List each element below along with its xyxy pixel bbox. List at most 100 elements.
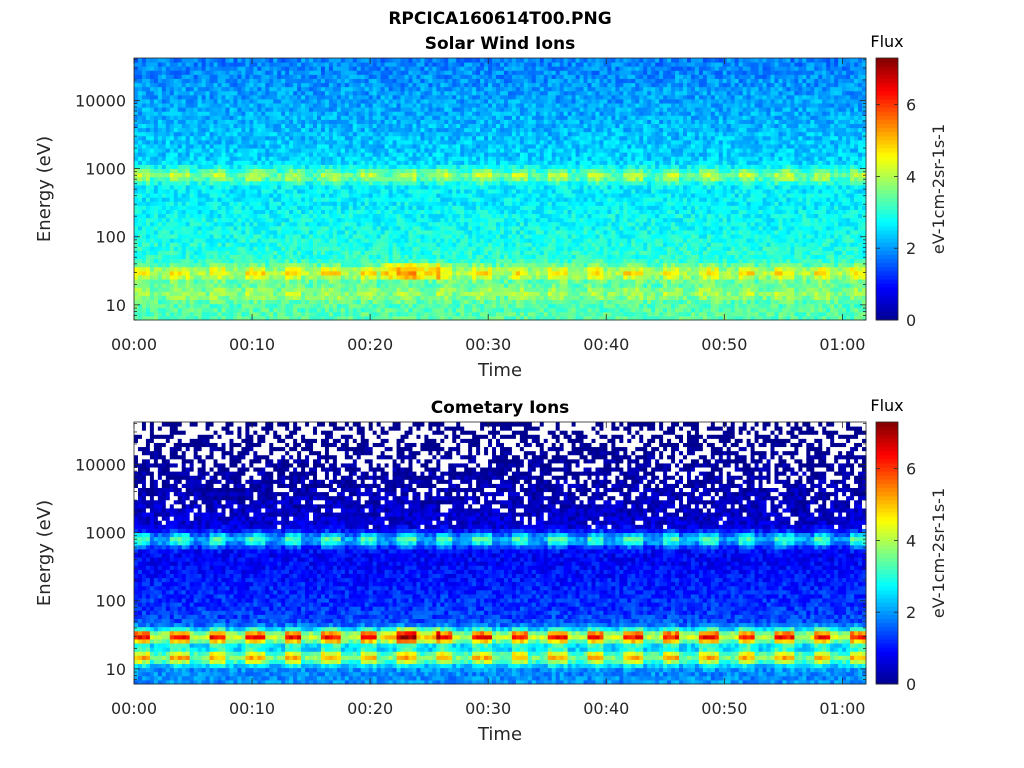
heatmap-cell: [317, 107, 321, 112]
heatmap-cell: [341, 226, 345, 231]
heatmap-cell: [409, 119, 413, 124]
heatmap-cell: [401, 193, 405, 198]
heatmap-cell: [385, 201, 389, 206]
heatmap-cell: [440, 291, 444, 296]
heatmap-cell: [226, 300, 230, 305]
heatmap-cell: [349, 83, 353, 88]
heatmap-cell: [233, 242, 237, 247]
heatmap-cell: [393, 103, 397, 108]
heatmap-cell: [424, 238, 428, 243]
heatmap-cell: [313, 83, 317, 88]
heatmap-cell: [377, 250, 381, 255]
heatmap-cell: [321, 148, 325, 153]
heatmap-cell: [313, 312, 317, 317]
heatmap-cell: [305, 156, 309, 161]
heatmap-cell: [190, 177, 194, 182]
heatmap-cell: [289, 279, 293, 284]
heatmap-cell: [226, 312, 230, 317]
heatmap-cell: [261, 193, 265, 198]
heatmap-cell: [206, 230, 210, 235]
heatmap-cell: [249, 103, 253, 108]
heatmap-cell: [420, 91, 424, 96]
heatmap-cell: [253, 132, 257, 137]
heatmap-cell: [401, 91, 405, 96]
heatmap-cell: [245, 136, 249, 141]
heatmap-cell: [305, 148, 309, 153]
heatmap-cell: [261, 70, 265, 75]
heatmap-cell: [166, 164, 170, 169]
heatmap-cell: [341, 312, 345, 317]
heatmap-cell: [420, 87, 424, 92]
heatmap-cell: [170, 214, 174, 219]
heatmap-cell: [313, 218, 317, 223]
heatmap-cell: [226, 177, 230, 182]
heatmap-cell: [166, 160, 170, 165]
heatmap-cell: [357, 205, 361, 210]
heatmap-cell: [249, 300, 253, 305]
heatmap-cell: [293, 242, 297, 247]
heatmap-cell: [369, 312, 373, 317]
heatmap-cell: [261, 214, 265, 219]
heatmap-cell: [317, 177, 321, 182]
heatmap-cell: [198, 246, 202, 251]
heatmap-cell: [261, 78, 265, 83]
heatmap-cell: [369, 58, 373, 63]
heatmap-cell: [432, 173, 436, 178]
heatmap-cell: [309, 238, 313, 243]
heatmap-cell: [142, 263, 146, 268]
heatmap-cell: [297, 275, 301, 280]
heatmap-cell: [273, 66, 277, 71]
heatmap-cell: [194, 99, 198, 104]
heatmap-cell: [257, 91, 261, 96]
heatmap-cell: [293, 164, 297, 169]
heatmap-cell: [162, 87, 166, 92]
heatmap-cell: [373, 152, 377, 157]
heatmap-cell: [261, 87, 265, 92]
heatmap-cell: [389, 91, 393, 96]
heatmap-cell: [353, 226, 357, 231]
heatmap-cell: [405, 246, 409, 251]
heatmap-cell: [361, 132, 365, 137]
heatmap-cell: [229, 91, 233, 96]
heatmap-cell: [365, 259, 369, 264]
heatmap-cell: [424, 119, 428, 124]
heatmap-cell: [265, 304, 269, 309]
heatmap-cell: [142, 275, 146, 280]
heatmap-cell: [277, 83, 281, 88]
heatmap-cell: [249, 255, 253, 260]
heatmap-cell: [361, 226, 365, 231]
heatmap-cell: [349, 103, 353, 108]
heatmap-cell: [345, 83, 349, 88]
heatmap-cell: [337, 160, 341, 165]
heatmap-cell: [361, 115, 365, 120]
heatmap-cell: [265, 267, 269, 272]
heatmap-cell: [325, 308, 329, 313]
heatmap-cell: [150, 263, 154, 268]
heatmap-cell: [412, 107, 416, 112]
heatmap-cell: [289, 197, 293, 202]
heatmap-cell: [337, 177, 341, 182]
heatmap-cell: [424, 275, 428, 280]
heatmap-cell: [432, 295, 436, 300]
heatmap-cell: [222, 246, 226, 251]
heatmap-cell: [170, 259, 174, 264]
heatmap-cell: [397, 173, 401, 178]
heatmap-cell: [389, 209, 393, 214]
heatmap-cell: [269, 111, 273, 116]
heatmap-cell: [170, 70, 174, 75]
heatmap-cell: [428, 128, 432, 133]
heatmap-cell: [436, 62, 440, 67]
heatmap-cell: [206, 181, 210, 186]
heatmap-cell: [436, 181, 440, 186]
heatmap-cell: [134, 287, 138, 292]
heatmap-cell: [317, 144, 321, 149]
heatmap-cell: [420, 287, 424, 292]
heatmap-cell: [277, 283, 281, 288]
heatmap-cell: [253, 95, 257, 100]
heatmap-cell: [222, 87, 226, 92]
heatmap-cell: [361, 83, 365, 88]
heatmap-cell: [210, 103, 214, 108]
heatmap-cell: [146, 124, 150, 129]
heatmap-cell: [285, 283, 289, 288]
heatmap-cell: [186, 246, 190, 251]
